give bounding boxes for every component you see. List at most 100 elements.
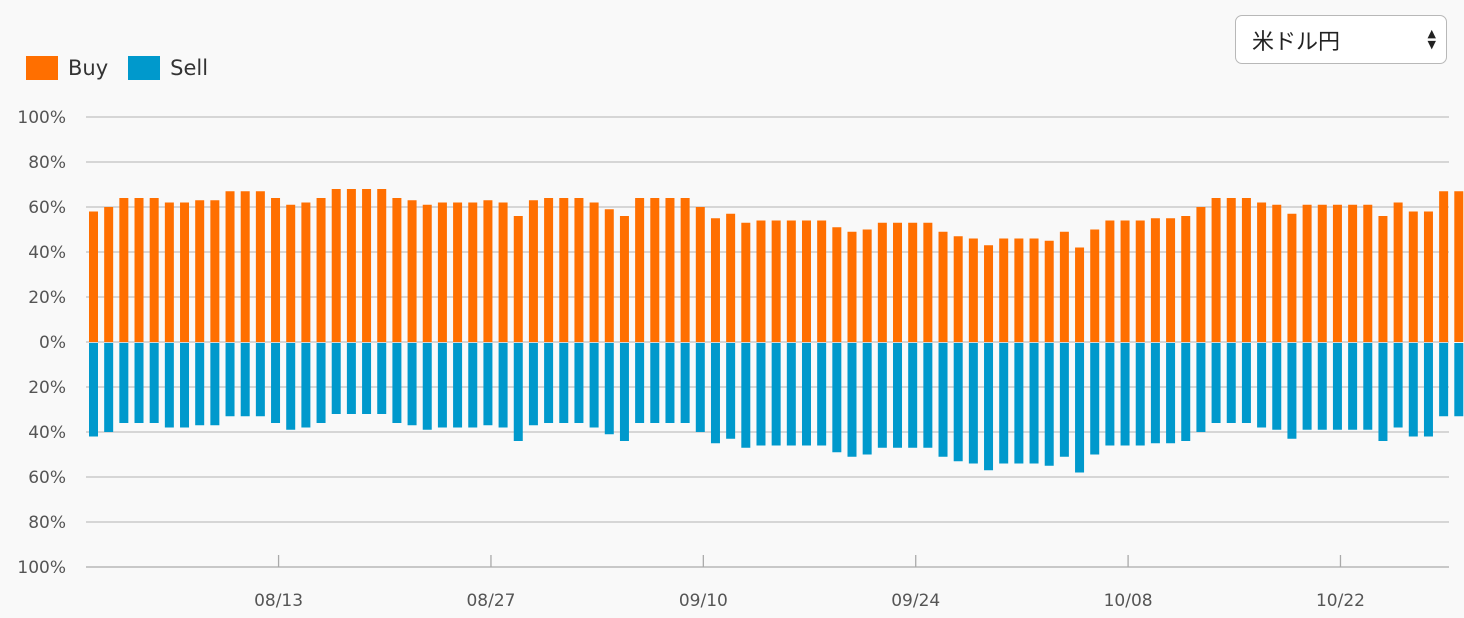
buy-bar[interactable] bbox=[1454, 191, 1464, 342]
sell-bar[interactable] bbox=[437, 343, 447, 428]
sell-bar[interactable] bbox=[119, 343, 129, 423]
buy-bar[interactable] bbox=[1135, 220, 1145, 343]
buy-bar[interactable] bbox=[1166, 218, 1176, 342]
sell-bar[interactable] bbox=[89, 343, 98, 437]
currency-pair-select[interactable]: 米ドル円 ▲ ▼ bbox=[1235, 15, 1447, 64]
sell-bar[interactable] bbox=[786, 343, 796, 446]
sell-bar[interactable] bbox=[999, 343, 1009, 464]
sell-bar[interactable] bbox=[589, 343, 599, 428]
sell-bar[interactable] bbox=[195, 343, 205, 426]
sell-bar[interactable] bbox=[1302, 343, 1312, 430]
buy-bar[interactable] bbox=[635, 198, 645, 342]
sell-bar[interactable] bbox=[180, 343, 190, 428]
buy-bar[interactable] bbox=[1393, 202, 1403, 343]
buy-bar[interactable] bbox=[149, 198, 159, 342]
sell-bar[interactable] bbox=[1257, 343, 1267, 428]
buy-bar[interactable] bbox=[756, 220, 766, 343]
buy-bar[interactable] bbox=[1439, 191, 1449, 342]
sell-bar[interactable] bbox=[1454, 343, 1464, 417]
sell-bar[interactable] bbox=[528, 343, 538, 426]
buy-bar[interactable] bbox=[134, 198, 144, 342]
buy-bar[interactable] bbox=[574, 198, 584, 342]
buy-bar[interactable] bbox=[483, 200, 493, 342]
buy-bar[interactable] bbox=[301, 202, 311, 343]
sell-bar[interactable] bbox=[1029, 343, 1039, 464]
sell-bar[interactable] bbox=[756, 343, 766, 446]
sell-bar[interactable] bbox=[1181, 343, 1191, 441]
buy-bar[interactable] bbox=[1332, 204, 1342, 342]
sell-bar[interactable] bbox=[559, 343, 569, 423]
buy-bar[interactable] bbox=[104, 207, 114, 342]
sell-bar[interactable] bbox=[862, 343, 872, 455]
buy-bar[interactable] bbox=[1287, 213, 1297, 342]
buy-bar[interactable] bbox=[968, 238, 978, 343]
legend-item-buy[interactable]: Buy bbox=[26, 56, 108, 80]
buy-bar[interactable] bbox=[1211, 198, 1221, 342]
sell-bar[interactable] bbox=[240, 343, 250, 417]
buy-bar[interactable] bbox=[1196, 207, 1206, 342]
buy-bar[interactable] bbox=[847, 231, 857, 342]
sell-bar[interactable] bbox=[134, 343, 144, 423]
sell-bar[interactable] bbox=[1272, 343, 1282, 430]
sell-bar[interactable] bbox=[635, 343, 645, 423]
sell-bar[interactable] bbox=[513, 343, 523, 441]
sell-bar[interactable] bbox=[483, 343, 493, 426]
buy-bar[interactable] bbox=[377, 189, 387, 342]
sell-bar[interactable] bbox=[331, 343, 341, 414]
buy-bar[interactable] bbox=[392, 198, 402, 342]
sell-bar[interactable] bbox=[1332, 343, 1342, 430]
sell-bar[interactable] bbox=[1150, 343, 1160, 444]
buy-bar[interactable] bbox=[908, 222, 918, 342]
buy-bar[interactable] bbox=[1150, 218, 1160, 342]
buy-bar[interactable] bbox=[528, 200, 538, 342]
buy-bar[interactable] bbox=[786, 220, 796, 343]
buy-bar[interactable] bbox=[286, 204, 296, 342]
sell-bar[interactable] bbox=[1120, 343, 1130, 446]
sell-bar[interactable] bbox=[968, 343, 978, 464]
buy-bar[interactable] bbox=[923, 222, 933, 342]
buy-bar[interactable] bbox=[1241, 198, 1251, 342]
buy-bar[interactable] bbox=[589, 202, 599, 343]
buy-bar[interactable] bbox=[726, 213, 736, 342]
buy-bar[interactable] bbox=[1014, 238, 1024, 343]
buy-bar[interactable] bbox=[665, 198, 675, 342]
buy-bar[interactable] bbox=[801, 220, 811, 343]
sell-bar[interactable] bbox=[847, 343, 857, 457]
sell-bar[interactable] bbox=[1226, 343, 1236, 423]
buy-bar[interactable] bbox=[89, 211, 98, 343]
buy-bar[interactable] bbox=[650, 198, 660, 342]
buy-bar[interactable] bbox=[817, 220, 827, 343]
sell-bar[interactable] bbox=[877, 343, 887, 448]
buy-bar[interactable] bbox=[1044, 240, 1054, 342]
sell-bar[interactable] bbox=[665, 343, 675, 423]
sell-bar[interactable] bbox=[316, 343, 326, 423]
sell-bar[interactable] bbox=[832, 343, 842, 453]
sell-bar[interactable] bbox=[1439, 343, 1449, 417]
sell-bar[interactable] bbox=[210, 343, 220, 426]
buy-bar[interactable] bbox=[893, 222, 903, 342]
sell-bar[interactable] bbox=[953, 343, 963, 462]
buy-bar[interactable] bbox=[741, 222, 751, 342]
buy-bar[interactable] bbox=[1090, 229, 1100, 343]
sell-bar[interactable] bbox=[1075, 343, 1085, 473]
sell-bar[interactable] bbox=[680, 343, 690, 423]
sell-bar[interactable] bbox=[1393, 343, 1403, 428]
buy-bar[interactable] bbox=[513, 216, 523, 342]
buy-bar[interactable] bbox=[316, 198, 326, 342]
buy-bar[interactable] bbox=[877, 222, 887, 342]
buy-bar[interactable] bbox=[1226, 198, 1236, 342]
buy-bar[interactable] bbox=[225, 191, 235, 342]
buy-bar[interactable] bbox=[1408, 211, 1418, 343]
buy-bar[interactable] bbox=[1317, 204, 1327, 342]
sell-bar[interactable] bbox=[1059, 343, 1069, 457]
sell-bar[interactable] bbox=[1211, 343, 1221, 423]
sell-bar[interactable] bbox=[1241, 343, 1251, 423]
buy-bar[interactable] bbox=[953, 236, 963, 342]
buy-bar[interactable] bbox=[271, 198, 281, 342]
buy-bar[interactable] bbox=[619, 216, 629, 342]
sell-bar[interactable] bbox=[255, 343, 265, 417]
sell-bar[interactable] bbox=[1044, 343, 1054, 466]
buy-bar[interactable] bbox=[437, 202, 447, 343]
buy-bar[interactable] bbox=[407, 200, 417, 342]
buy-bar[interactable] bbox=[240, 191, 250, 342]
